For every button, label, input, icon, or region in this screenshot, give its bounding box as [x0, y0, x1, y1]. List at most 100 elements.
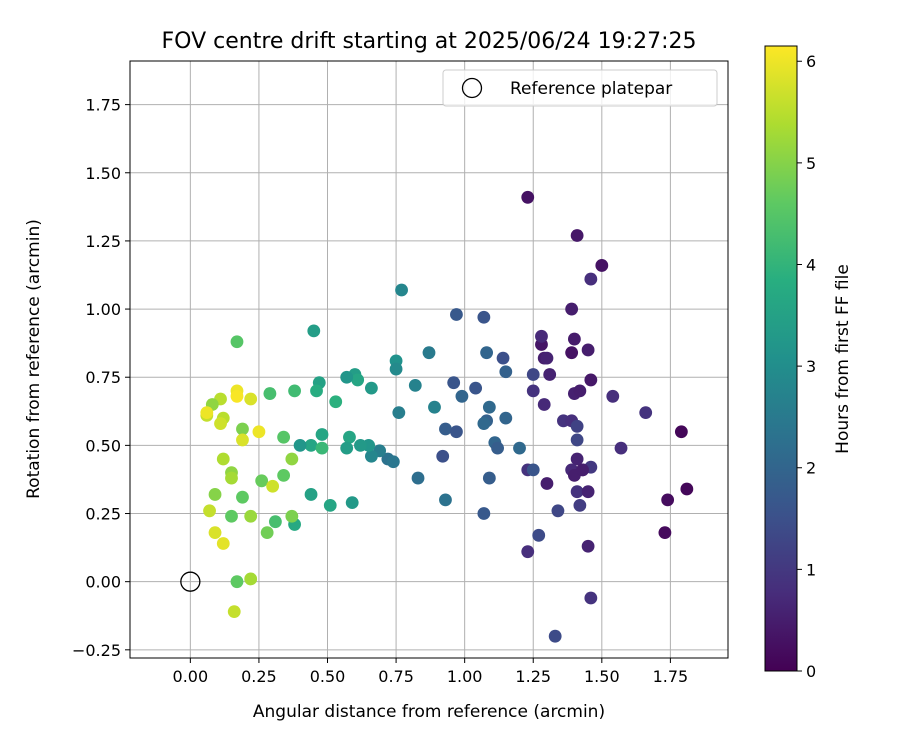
- scatter-point: [469, 381, 483, 395]
- scatter-point: [315, 428, 329, 441]
- plot-area-frame: [129, 60, 729, 659]
- chart-title: FOV centre drift starting at 2025/06/24 …: [162, 29, 697, 54]
- x-axis-label: Angular distance from reference (arcmin): [253, 702, 605, 722]
- scatter-point: [408, 378, 422, 392]
- scatter-point: [439, 493, 452, 507]
- scatter-point: [351, 373, 365, 387]
- scatter-point: [658, 526, 672, 540]
- scatter-point: [436, 449, 450, 463]
- scatter-point: [614, 441, 628, 455]
- scatter-point: [345, 496, 359, 510]
- scatter-point: [266, 479, 280, 493]
- scatter-point: [570, 433, 584, 447]
- x-tick-label: 1.00: [447, 667, 483, 686]
- scatter-point: [340, 441, 354, 455]
- scatter-point: [343, 430, 356, 444]
- scatter-point: [570, 485, 584, 499]
- scatter-point: [255, 474, 269, 488]
- scatter-point: [565, 302, 579, 316]
- scatter-point: [570, 419, 584, 433]
- scatter-point: [482, 400, 496, 414]
- scatter-point: [392, 406, 406, 420]
- scatter-point: [227, 605, 241, 619]
- scatter-point: [447, 376, 461, 390]
- y-tick-label: 1.00: [85, 300, 121, 319]
- scatter-point: [491, 441, 504, 455]
- scatter-point: [565, 346, 579, 360]
- colorbar-tick-label: 2: [806, 459, 816, 478]
- colorbar: 0 1 2 3 4 5 6 Hours from first FF file: [764, 45, 853, 681]
- scatter-point: [293, 438, 307, 452]
- scatter-point: [526, 384, 540, 398]
- scatter-point: [581, 343, 595, 357]
- scatter-point: [661, 493, 675, 507]
- scatter-point: [395, 283, 408, 297]
- scatter-point: [236, 422, 249, 436]
- scatter-point: [329, 395, 343, 409]
- scatter-point: [288, 384, 301, 398]
- y-tick-label: 0.25: [85, 505, 121, 524]
- scatter-point: [230, 335, 244, 349]
- y-tick-label: 1.50: [85, 164, 121, 183]
- colorbar-ticks: 0 1 2 3 4 5 6: [797, 52, 816, 681]
- scatter-point: [477, 507, 491, 520]
- scatter-point: [480, 346, 494, 360]
- scatter-point: [513, 441, 526, 455]
- scatter-point: [680, 482, 694, 496]
- y-tick-label: 1.75: [85, 96, 121, 115]
- legend-label: Reference platepar: [510, 79, 672, 99]
- scatter-point: [236, 433, 249, 447]
- x-tick-label: 0.25: [241, 667, 277, 686]
- axis-ticks: 0.00 0.25 0.50 0.75 1.00 1.25 1.50 1.75 −0.25 0.0…: [72, 96, 688, 686]
- scatter-point: [477, 417, 491, 430]
- x-tick-label: 1.50: [584, 667, 620, 686]
- scatter-point: [584, 373, 598, 387]
- scatter-point: [208, 488, 222, 501]
- legend-box: [442, 69, 718, 107]
- scatter-point: [606, 389, 620, 403]
- x-tick-label: 0.00: [173, 667, 209, 686]
- scatter-point: [573, 498, 587, 512]
- scatter-point: [277, 430, 291, 444]
- scatter-point: [225, 509, 238, 523]
- y-axis-label: Rotation from reference (arcmin): [24, 219, 44, 499]
- scatter-point: [584, 272, 598, 286]
- x-tick-label: 1.75: [653, 667, 689, 686]
- colorbar-tick-label: 3: [806, 357, 816, 376]
- scatter-point: [236, 490, 249, 504]
- colorbar-label: Hours from first FF file: [833, 264, 853, 454]
- colorbar-tick-label: 1: [806, 560, 816, 579]
- grid-lines: [130, 61, 728, 658]
- y-tick-label: 0.50: [85, 436, 121, 455]
- scatter-point: [526, 368, 540, 381]
- y-tick-label: 0.00: [85, 573, 121, 592]
- scatter-point: [576, 463, 590, 477]
- scatter-point: [581, 485, 595, 499]
- colorbar-tick-label: 0: [806, 662, 816, 681]
- scatter-point: [537, 398, 551, 411]
- scatter-point: [535, 329, 548, 343]
- scatter-point: [386, 455, 400, 469]
- x-tick-label: 0.75: [378, 667, 414, 686]
- scatter-point: [532, 528, 546, 542]
- scatter-point: [526, 463, 540, 477]
- scatter-point: [573, 384, 587, 398]
- scatter-point: [203, 504, 216, 518]
- scatter-point: [674, 425, 688, 439]
- scatter-point: [244, 392, 258, 406]
- scatter-point: [455, 389, 469, 403]
- scatter-point: [499, 365, 513, 379]
- scatter-point: [230, 389, 244, 403]
- colorbar-tick-label: 6: [806, 52, 816, 71]
- scatter-point: [422, 346, 436, 360]
- scatter-point: [216, 452, 230, 466]
- scatter-point: [340, 370, 354, 384]
- scatter-point: [208, 526, 222, 540]
- scatter-point: [450, 308, 463, 321]
- scatter-point: [364, 381, 378, 395]
- y-tick-label: 0.75: [85, 368, 121, 387]
- scatter-point: [285, 509, 299, 523]
- x-tick-label: 1.25: [515, 667, 551, 686]
